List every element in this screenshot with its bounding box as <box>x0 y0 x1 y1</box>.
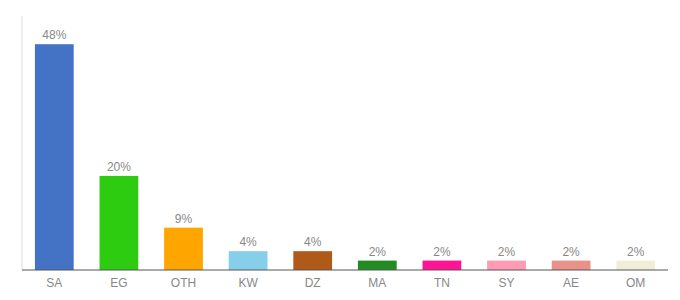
bar <box>229 251 268 270</box>
data-label: 2% <box>433 245 451 259</box>
data-label: 2% <box>498 245 516 259</box>
x-tick-label: SA <box>46 276 62 290</box>
data-label: 2% <box>369 245 387 259</box>
x-tick-label: AE <box>563 276 579 290</box>
y-axis-line <box>22 16 23 270</box>
data-label: 2% <box>562 245 580 259</box>
bar <box>35 44 74 270</box>
data-label: 48% <box>42 28 66 42</box>
chart: SA EG OTH KW DZ MA TN SY AE OM 48% 20% 9% 4% 4% 2% 2% 2% 2… <box>0 0 680 300</box>
bar <box>487 261 526 270</box>
x-tick-label: MA <box>368 276 386 290</box>
x-tick-label: SY <box>498 276 514 290</box>
bar <box>164 228 203 270</box>
x-tick-label: TN <box>434 276 450 290</box>
data-label: 4% <box>239 235 257 249</box>
x-tick-label: KW <box>238 276 258 290</box>
chart-container: SA EG OTH KW DZ MA TN SY AE OM 48% 20% 9% 4% 4% 2% 2% 2% 2… <box>0 0 680 300</box>
x-tick-label: EG <box>110 276 127 290</box>
bar <box>616 261 655 270</box>
bar <box>358 261 397 270</box>
bar <box>100 176 139 270</box>
x-tick-label: OM <box>626 276 645 290</box>
data-label: 20% <box>107 160 131 174</box>
bar <box>293 251 332 270</box>
bar <box>552 261 591 270</box>
x-axis-line <box>22 270 668 271</box>
data-label: 9% <box>175 212 193 226</box>
data-label: 2% <box>627 245 645 259</box>
x-tick-label: OTH <box>171 276 196 290</box>
data-label: 4% <box>304 235 322 249</box>
x-tick-label: DZ <box>305 276 321 290</box>
bars <box>35 44 655 270</box>
bar <box>423 261 462 270</box>
